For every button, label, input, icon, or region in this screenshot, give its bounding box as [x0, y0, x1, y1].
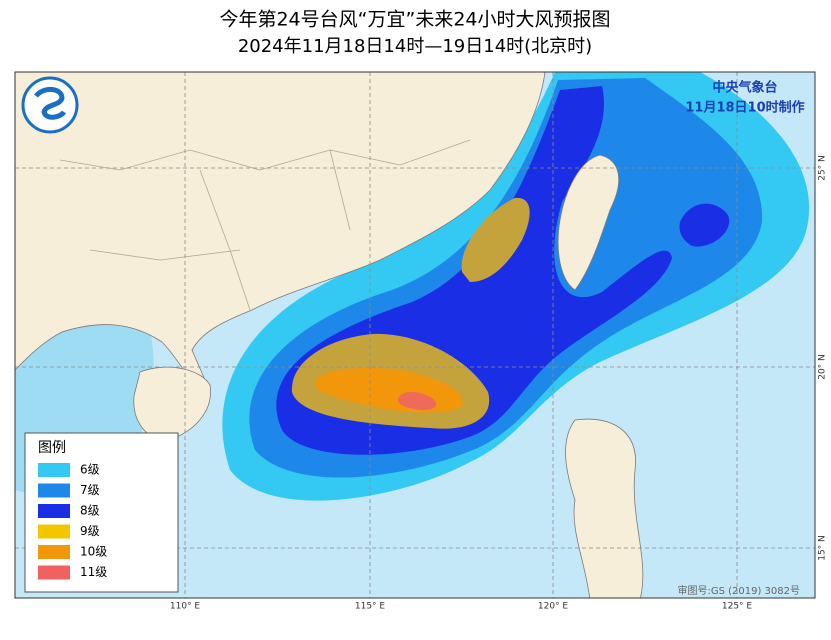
luzon — [565, 418, 644, 598]
lon-label: 110° E — [170, 602, 201, 612]
legend: 图例 6级 7级 8级 9级 10级 11级 — [24, 432, 179, 593]
hainan — [133, 366, 211, 441]
map-frame — [14, 71, 816, 599]
subtitle: 2024年11月18日14时—19日14时(北京时) — [238, 36, 592, 57]
legend-swatch — [38, 504, 70, 518]
legend-label: 10级 — [80, 545, 107, 559]
lon-label: 120° E — [538, 602, 569, 612]
zone-9-north — [461, 197, 530, 282]
zone-11 — [397, 392, 437, 410]
legend-label: 8级 — [80, 504, 100, 518]
title: 今年第24号台风“万宜”未来24小时大风预报图 — [219, 9, 610, 31]
taiwan — [557, 154, 619, 291]
legend-swatch — [38, 524, 70, 539]
legend-swatch — [38, 545, 70, 559]
legend-label: 6级 — [80, 463, 100, 477]
legend-swatch — [38, 463, 70, 477]
map: 中央气象台 11月18日10时制作 110° E 115° E 120° E 1… — [14, 71, 828, 612]
lon-label: 115° E — [355, 602, 386, 612]
legend-label: 7级 — [80, 483, 100, 497]
legend-title: 图例 — [38, 440, 66, 456]
zone-8-east — [679, 203, 730, 247]
mainland — [15, 72, 546, 383]
legend-swatch — [38, 565, 70, 580]
grid — [15, 72, 815, 598]
lat-label: 15° N — [818, 535, 828, 561]
legend-label: 9级 — [80, 524, 100, 538]
legend-label: 11级 — [80, 565, 107, 579]
lat-label: 20° N — [818, 354, 828, 380]
lon-label: 125° E — [722, 602, 753, 612]
approval-number: 审图号:GS (2019) 3082号 — [677, 584, 800, 597]
agency: 中央气象台 — [712, 80, 777, 96]
province-borders — [59, 139, 471, 311]
logo — [21, 76, 79, 134]
lat-label: 25° N — [818, 155, 828, 181]
issued-time: 11月18日10时制作 — [685, 100, 804, 116]
legend-swatch — [38, 483, 70, 498]
